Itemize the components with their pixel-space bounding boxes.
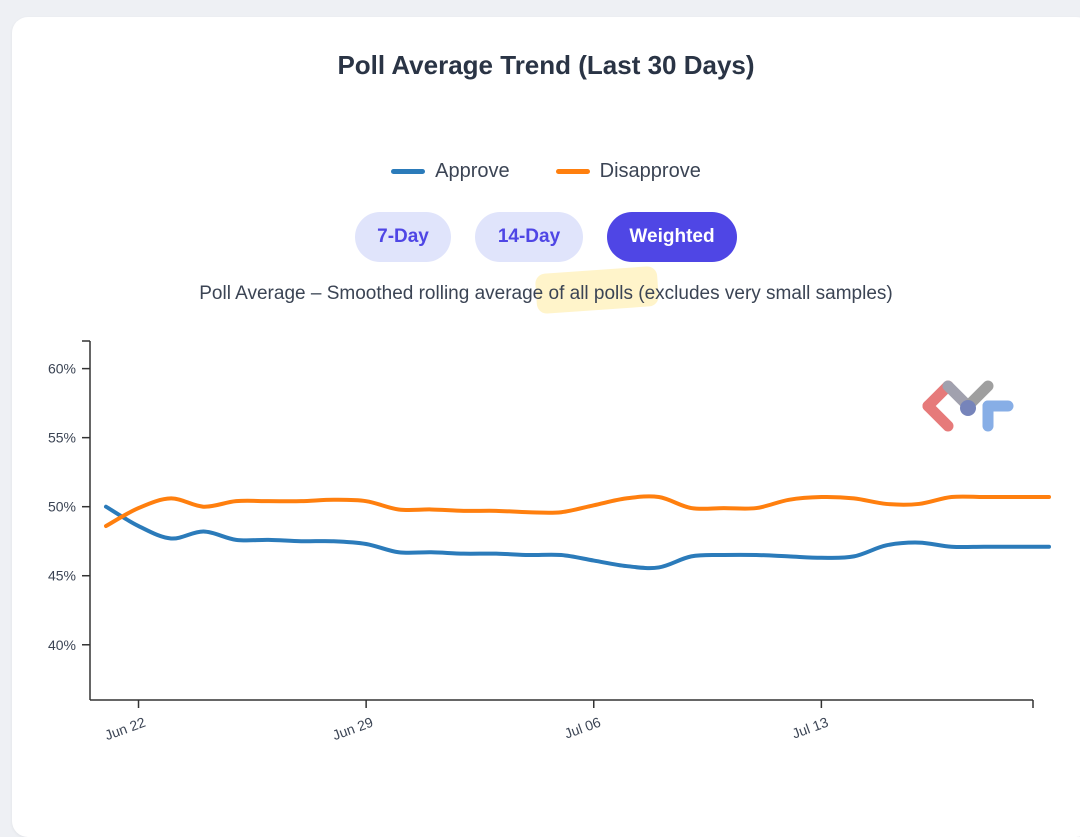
chart-axes: 40% 45% 50% 55% 60% Jun 22 Jun 29 Jul 06 Jul 13 <box>48 340 1034 743</box>
average-type-tabs: 7-Day 14-Day Weighted <box>0 212 1080 262</box>
tab-weighted[interactable]: Weighted <box>607 212 737 262</box>
x-tick-label: Jun 22 <box>103 714 148 743</box>
series-line-disapprove <box>104 494 1051 529</box>
y-tick-label: 50% <box>48 499 76 515</box>
legend-label-approve: Approve <box>435 160 510 182</box>
chart-subtitle: Poll Average – Smoothed rolling average … <box>199 283 893 304</box>
legend-item-approve: Approve <box>391 160 510 183</box>
x-tick-label: Jun 29 <box>330 714 375 743</box>
legend-swatch-disapprove <box>555 169 590 174</box>
legend-swatch-approve <box>391 169 426 174</box>
brand-logo-icon <box>922 380 1014 432</box>
y-tick-label: 60% <box>48 361 76 377</box>
tab-7-day[interactable]: 7-Day <box>355 212 451 262</box>
series-line-approve <box>104 504 1051 571</box>
y-tick-label: 40% <box>48 637 76 653</box>
chart-title: Poll Average Trend (Last 30 Days) <box>337 50 755 80</box>
tab-14-day[interactable]: 14-Day <box>475 212 583 262</box>
x-tick-label: Jul 13 <box>790 714 831 742</box>
line-chart: 40% 45% 50% 55% 60% Jun 22 Jun 29 Jul 06 Jul 13 <box>48 340 1051 743</box>
legend-label-disapprove: Disapprove <box>599 160 701 182</box>
y-tick-label: 45% <box>48 568 76 584</box>
chart-lines <box>104 494 1051 571</box>
legend-item-disapprove: Disapprove <box>555 160 701 183</box>
x-tick-label: Jul 06 <box>562 714 603 742</box>
y-tick-label: 55% <box>48 430 76 446</box>
legend: Approve Disapprove <box>0 160 1080 183</box>
